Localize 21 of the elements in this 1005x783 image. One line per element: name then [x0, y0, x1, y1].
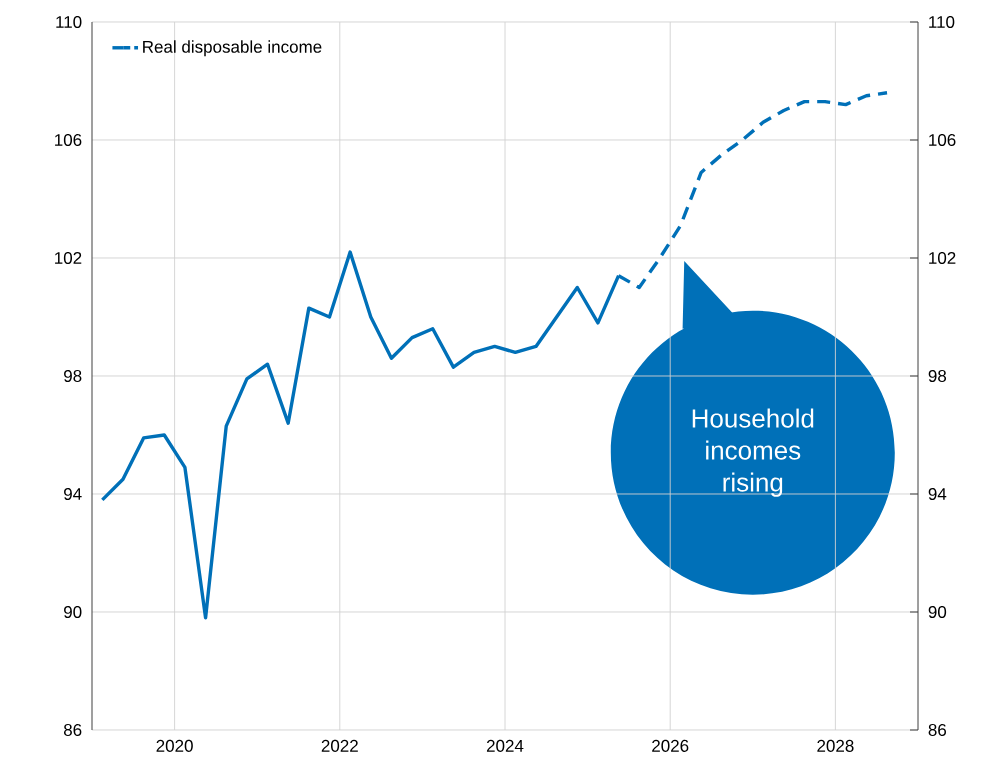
- x-tick-label: 2020: [156, 739, 193, 752]
- y2-tick-label: 94: [928, 487, 947, 501]
- y2-tick-label: 102: [929, 251, 956, 265]
- y-tick-label: 94: [64, 487, 82, 501]
- y-tick-label: 86: [63, 723, 82, 737]
- y2-tick-label: 106: [929, 133, 956, 147]
- y-tick-label: 90: [64, 605, 82, 619]
- annotation: Household incomes rising: [692, 408, 814, 497]
- y-tick-label: 110: [56, 15, 82, 29]
- y-tick-label: 98: [64, 369, 82, 383]
- y2-tick-label: 98: [928, 369, 947, 383]
- x-tick-label: 2024: [486, 739, 524, 752]
- y2-tick-label: 110: [929, 15, 955, 29]
- x-tick-label: 2028: [817, 739, 854, 752]
- y-tick-label: 102: [55, 251, 82, 265]
- y-tick-label: 106: [55, 133, 82, 147]
- legend-label: Real disposable income: [143, 40, 322, 57]
- x-tick-label: 2026: [652, 739, 689, 752]
- x-tick-label: 2022: [321, 739, 358, 752]
- y2-tick-label: 86: [928, 723, 947, 737]
- y2-tick-label: 90: [928, 605, 947, 619]
